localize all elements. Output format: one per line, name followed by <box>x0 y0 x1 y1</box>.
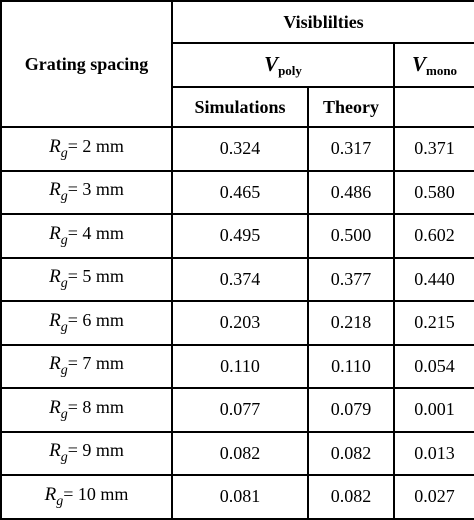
theory-value: 0.110 <box>307 343 395 389</box>
spacing-value: = 4 mm <box>67 222 124 243</box>
table-row: Rg= 7 mm 0.110 0.110 0.054 <box>0 343 474 389</box>
mono-value: 0.013 <box>392 430 474 476</box>
grating-spacing-cell: Rg= 9 mm <box>0 430 173 476</box>
vmono-subscript: mono <box>425 62 458 78</box>
vmono-symbol: V <box>411 51 426 76</box>
simulation-value: 0.077 <box>171 387 309 433</box>
mono-value: 0.580 <box>392 169 474 215</box>
theory-value: 0.079 <box>307 387 395 433</box>
row-symbol: R <box>49 135 61 157</box>
vmono-header: Vmono <box>392 42 474 88</box>
row-symbol: R <box>49 396 61 418</box>
simulations-header: Simulations <box>171 86 309 128</box>
theory-value: 0.082 <box>307 430 395 476</box>
table-row: Rg= 2 mm 0.324 0.317 0.371 <box>0 126 474 172</box>
simulation-value: 0.465 <box>171 169 309 215</box>
table-row: Rg= 3 mm 0.465 0.486 0.580 <box>0 169 474 215</box>
mono-value: 0.215 <box>392 300 474 346</box>
table-row: Rg= 6 mm 0.203 0.218 0.215 <box>0 300 474 346</box>
spacing-value: = 5 mm <box>67 266 124 287</box>
spacing-value: = 9 mm <box>67 440 124 461</box>
simulation-value: 0.110 <box>171 343 309 389</box>
row-subscript: g <box>60 406 68 422</box>
row-subscript: g <box>60 276 68 292</box>
row-symbol: R <box>49 353 61 375</box>
row-subscript: g <box>60 232 68 248</box>
grating-spacing-header: Grating spacing <box>0 0 173 128</box>
vpoly-symbol: V <box>264 51 279 76</box>
row-subscript: g <box>56 493 64 509</box>
simulation-value: 0.203 <box>171 300 309 346</box>
theory-value: 0.082 <box>307 474 395 520</box>
vpoly-header: Vpoly <box>171 42 395 88</box>
table-row: Rg= 9 mm 0.082 0.082 0.013 <box>0 430 474 476</box>
grating-spacing-cell: Rg= 10 mm <box>0 474 173 520</box>
row-symbol: R <box>49 266 61 288</box>
vpoly-subscript: poly <box>278 62 302 78</box>
theory-value: 0.377 <box>307 256 395 302</box>
simulation-value: 0.495 <box>171 213 309 259</box>
table-row: Rg= 10 mm 0.081 0.082 0.027 <box>0 474 474 520</box>
grating-spacing-cell: Rg= 6 mm <box>0 300 173 346</box>
simulation-value: 0.324 <box>171 126 309 172</box>
vmono-empty-cell <box>392 86 474 128</box>
mono-value: 0.027 <box>392 474 474 520</box>
mono-value: 0.001 <box>392 387 474 433</box>
row-symbol: R <box>49 179 61 201</box>
row-symbol: R <box>49 309 61 331</box>
spacing-value: = 7 mm <box>67 353 124 374</box>
grating-spacing-cell: Rg= 8 mm <box>0 387 173 433</box>
row-symbol: R <box>49 222 61 244</box>
row-subscript: g <box>60 145 68 161</box>
mono-value: 0.371 <box>392 126 474 172</box>
table-row: Rg= 5 mm 0.374 0.377 0.440 <box>0 256 474 302</box>
visibilities-header: Visiblilties <box>170 0 474 44</box>
simulation-value: 0.082 <box>171 430 309 476</box>
table-row: Rg= 4 mm 0.495 0.500 0.602 <box>0 213 474 259</box>
theory-header: Theory <box>307 86 395 128</box>
mono-value: 0.440 <box>392 256 474 302</box>
spacing-value: = 8 mm <box>67 396 124 417</box>
row-subscript: g <box>60 450 68 466</box>
spacing-value: = 3 mm <box>67 179 124 200</box>
grating-spacing-cell: Rg= 4 mm <box>0 213 173 259</box>
theory-value: 0.218 <box>307 300 395 346</box>
row-symbol: R <box>49 440 61 462</box>
simulation-value: 0.374 <box>171 256 309 302</box>
theory-value: 0.500 <box>307 213 395 259</box>
theory-value: 0.317 <box>307 126 395 172</box>
table-row: Rg= 8 mm 0.077 0.079 0.001 <box>0 387 474 433</box>
spacing-value: = 10 mm <box>63 483 129 504</box>
spacing-value: = 6 mm <box>67 309 124 330</box>
row-symbol: R <box>44 483 57 505</box>
mono-value: 0.602 <box>392 213 474 259</box>
simulation-value: 0.081 <box>171 474 309 520</box>
table-body: Rg= 2 mm 0.324 0.317 0.371 Rg= 3 mm 0.465 0.48… <box>0 126 474 520</box>
mono-value: 0.054 <box>392 343 474 389</box>
theory-value: 0.486 <box>307 169 395 215</box>
spacing-value: = 2 mm <box>67 135 124 156</box>
grating-spacing-cell: Rg= 2 mm <box>0 126 173 172</box>
row-subscript: g <box>60 363 68 379</box>
row-subscript: g <box>60 189 68 205</box>
row-subscript: g <box>60 319 68 335</box>
grating-spacing-cell: Rg= 7 mm <box>0 343 173 389</box>
grating-spacing-cell: Rg= 5 mm <box>0 256 173 302</box>
grating-spacing-cell: Rg= 3 mm <box>0 169 173 215</box>
